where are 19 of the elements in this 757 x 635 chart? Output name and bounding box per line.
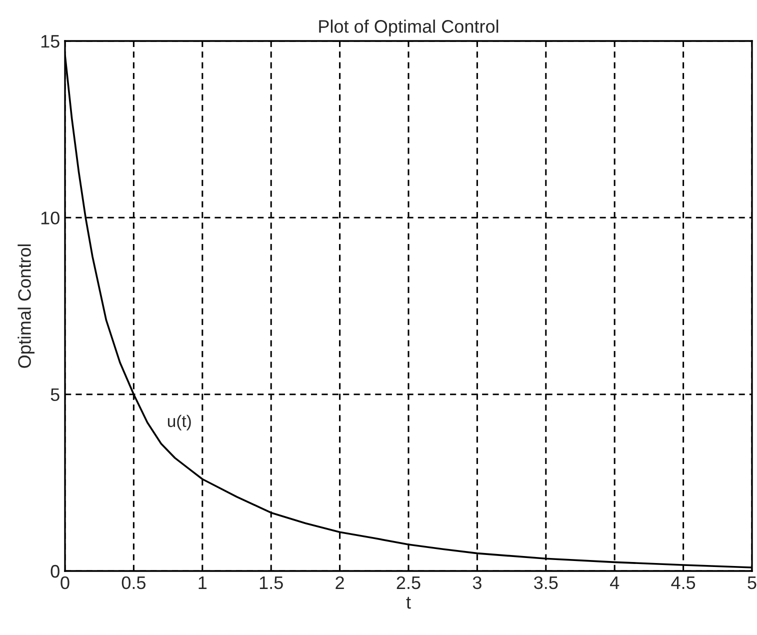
y-tick-label: 5 (50, 388, 60, 402)
x-tick-label: 4 (610, 576, 620, 589)
chart-title: Plot of Optimal Control (319, 20, 498, 36)
x-tick-label: 5 (748, 576, 756, 590)
y-tick-label: 10 (41, 212, 60, 224)
x-tick-label: 4.5 (671, 576, 696, 590)
x-tick-label: 1 (198, 576, 207, 589)
x-axis-title: t (406, 596, 411, 609)
x-tick-label: 0 (60, 576, 70, 590)
x-tick-label: 1.5 (260, 576, 283, 590)
x-tick-label: 0.5 (122, 576, 146, 590)
y-axis-title: Optimal Control (18, 244, 34, 368)
x-tick-label: 2.5 (396, 576, 420, 590)
y-tick-label: 0 (50, 564, 60, 578)
x-tick-label: 3.5 (534, 576, 558, 590)
x-tick-label: 3 (472, 576, 482, 590)
series-label: u(t) (168, 414, 191, 430)
y-tick-label: 15 (41, 35, 60, 48)
x-tick-label: 2 (336, 576, 344, 589)
